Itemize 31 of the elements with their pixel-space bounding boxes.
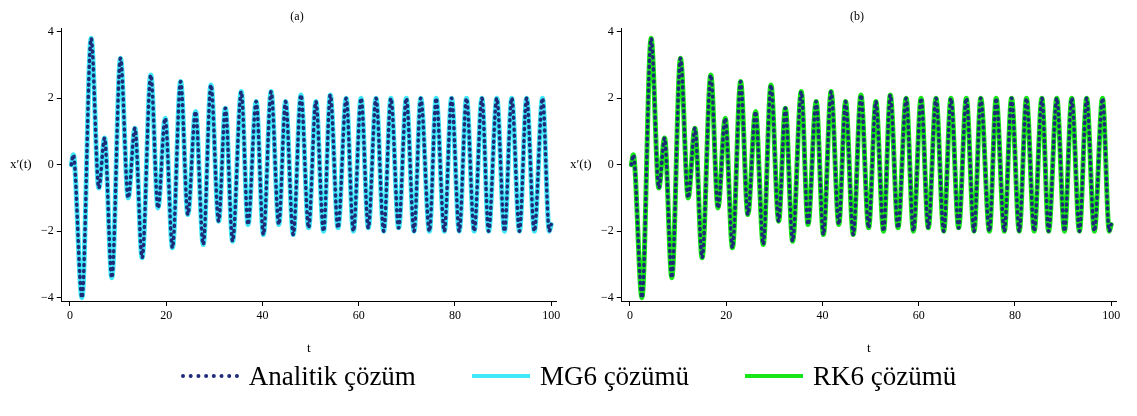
x-tick-label: 20 bbox=[720, 308, 733, 323]
x-tick-label: 40 bbox=[256, 308, 269, 323]
y-tick-label: 4 bbox=[607, 23, 614, 38]
y-tick-label: 2 bbox=[47, 90, 54, 105]
x-tick-label: 0 bbox=[626, 308, 633, 323]
x-tick-label: 40 bbox=[816, 308, 829, 323]
y-tick-label: −4 bbox=[40, 289, 54, 304]
x-axis-title: t bbox=[867, 339, 872, 355]
x-tick-label: 60 bbox=[352, 308, 365, 323]
x-tick-label: 20 bbox=[160, 308, 173, 323]
x-tick-label: 0 bbox=[66, 308, 73, 323]
legend-label: MG6 çözümü bbox=[539, 360, 690, 392]
y-tick-label: 2 bbox=[607, 90, 614, 105]
chart-title: (b) bbox=[850, 9, 864, 24]
legend-label: RK6 çözümü bbox=[813, 360, 957, 392]
x-axis-title: t bbox=[307, 339, 312, 355]
y-tick-label: −2 bbox=[40, 223, 54, 238]
y-axis-title: x′(t) bbox=[10, 156, 32, 172]
legend-label: Analitik çözüm bbox=[248, 360, 416, 392]
y-axis-title: x′(t) bbox=[570, 156, 592, 172]
x-tick-label: 80 bbox=[1008, 308, 1021, 323]
x-tick-label: 100 bbox=[542, 308, 561, 323]
y-tick-label: −2 bbox=[600, 223, 614, 238]
y-tick-label: −4 bbox=[600, 289, 614, 304]
y-tick-label: 4 bbox=[47, 23, 54, 38]
x-tick-label: 100 bbox=[1102, 308, 1121, 323]
chart-title: (a) bbox=[290, 9, 304, 24]
y-tick-label: 0 bbox=[607, 156, 614, 171]
x-tick-label: 80 bbox=[448, 308, 461, 323]
x-tick-label: 60 bbox=[912, 308, 925, 323]
y-tick-label: 0 bbox=[47, 156, 54, 171]
